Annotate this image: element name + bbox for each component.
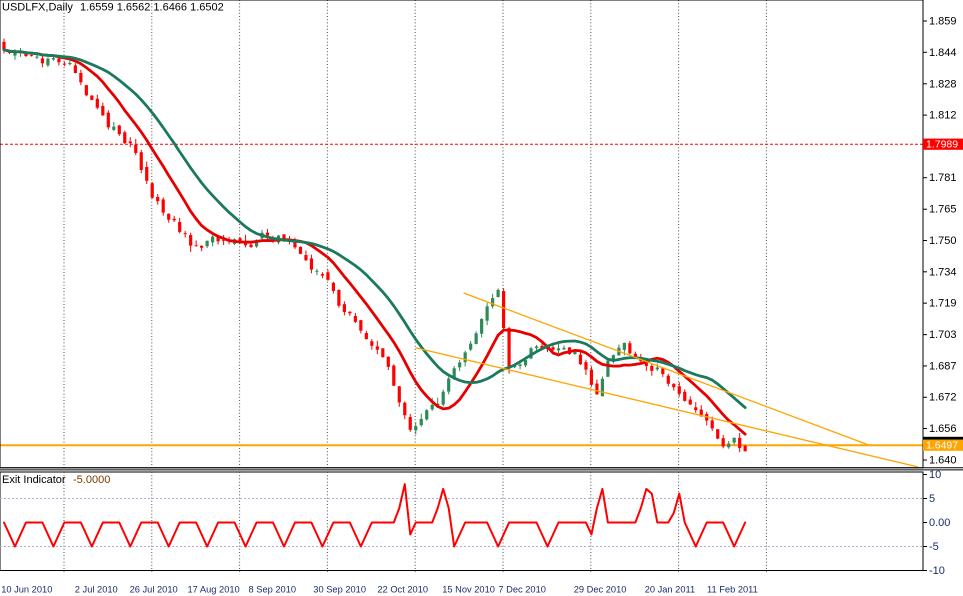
- svg-text:1.719: 1.719: [929, 298, 957, 310]
- svg-text:1.859: 1.859: [929, 15, 957, 27]
- svg-text:-5: -5: [929, 541, 939, 553]
- svg-text:USDLFX,Daily: USDLFX,Daily: [2, 2, 73, 14]
- svg-text:1.672: 1.672: [929, 392, 957, 404]
- svg-text:1.750: 1.750: [929, 235, 957, 247]
- svg-text:Exit Indicator: Exit Indicator: [2, 474, 66, 486]
- svg-text:11 Feb 2011: 11 Feb 2011: [707, 585, 758, 595]
- svg-text:1.6497: 1.6497: [926, 440, 958, 452]
- svg-text:17 Aug 2010: 17 Aug 2010: [188, 585, 240, 595]
- svg-text:20 Jan 2011: 20 Jan 2011: [645, 585, 696, 595]
- svg-text:1.844: 1.844: [929, 47, 957, 59]
- svg-text:10: 10: [929, 469, 941, 481]
- svg-text:29 Dec 2010: 29 Dec 2010: [574, 585, 627, 595]
- svg-text:1.687: 1.687: [929, 360, 957, 372]
- svg-text:1.656: 1.656: [929, 423, 957, 435]
- svg-text:2 Jul 2010: 2 Jul 2010: [75, 585, 118, 595]
- svg-text:8 Sep 2010: 8 Sep 2010: [249, 585, 297, 595]
- svg-text:1.7989: 1.7989: [926, 139, 958, 151]
- svg-text:1.703: 1.703: [929, 329, 957, 341]
- svg-text:-10: -10: [929, 565, 945, 577]
- svg-text:1.828: 1.828: [929, 78, 957, 90]
- svg-text:1.765: 1.765: [929, 204, 957, 216]
- svg-text:-5.0000: -5.0000: [73, 474, 110, 486]
- svg-text:1.781: 1.781: [929, 172, 957, 184]
- svg-text:22 Oct 2010: 22 Oct 2010: [377, 585, 428, 595]
- svg-text:1.6559 1.6562 1.6466 1.6502: 1.6559 1.6562 1.6466 1.6502: [80, 2, 224, 14]
- svg-text:15 Nov 2010: 15 Nov 2010: [442, 585, 495, 595]
- svg-text:1.640: 1.640: [929, 455, 957, 467]
- svg-text:30 Sep 2010: 30 Sep 2010: [313, 585, 366, 595]
- svg-text:7 Dec 2010: 7 Dec 2010: [498, 585, 546, 595]
- svg-text:26 Jul 2010: 26 Jul 2010: [130, 585, 178, 595]
- svg-text:10 Jun 2010: 10 Jun 2010: [1, 585, 52, 595]
- svg-text:5: 5: [929, 493, 935, 505]
- svg-text:1.812: 1.812: [929, 110, 957, 122]
- svg-text:0.00: 0.00: [929, 517, 950, 529]
- svg-text:1.734: 1.734: [929, 266, 957, 278]
